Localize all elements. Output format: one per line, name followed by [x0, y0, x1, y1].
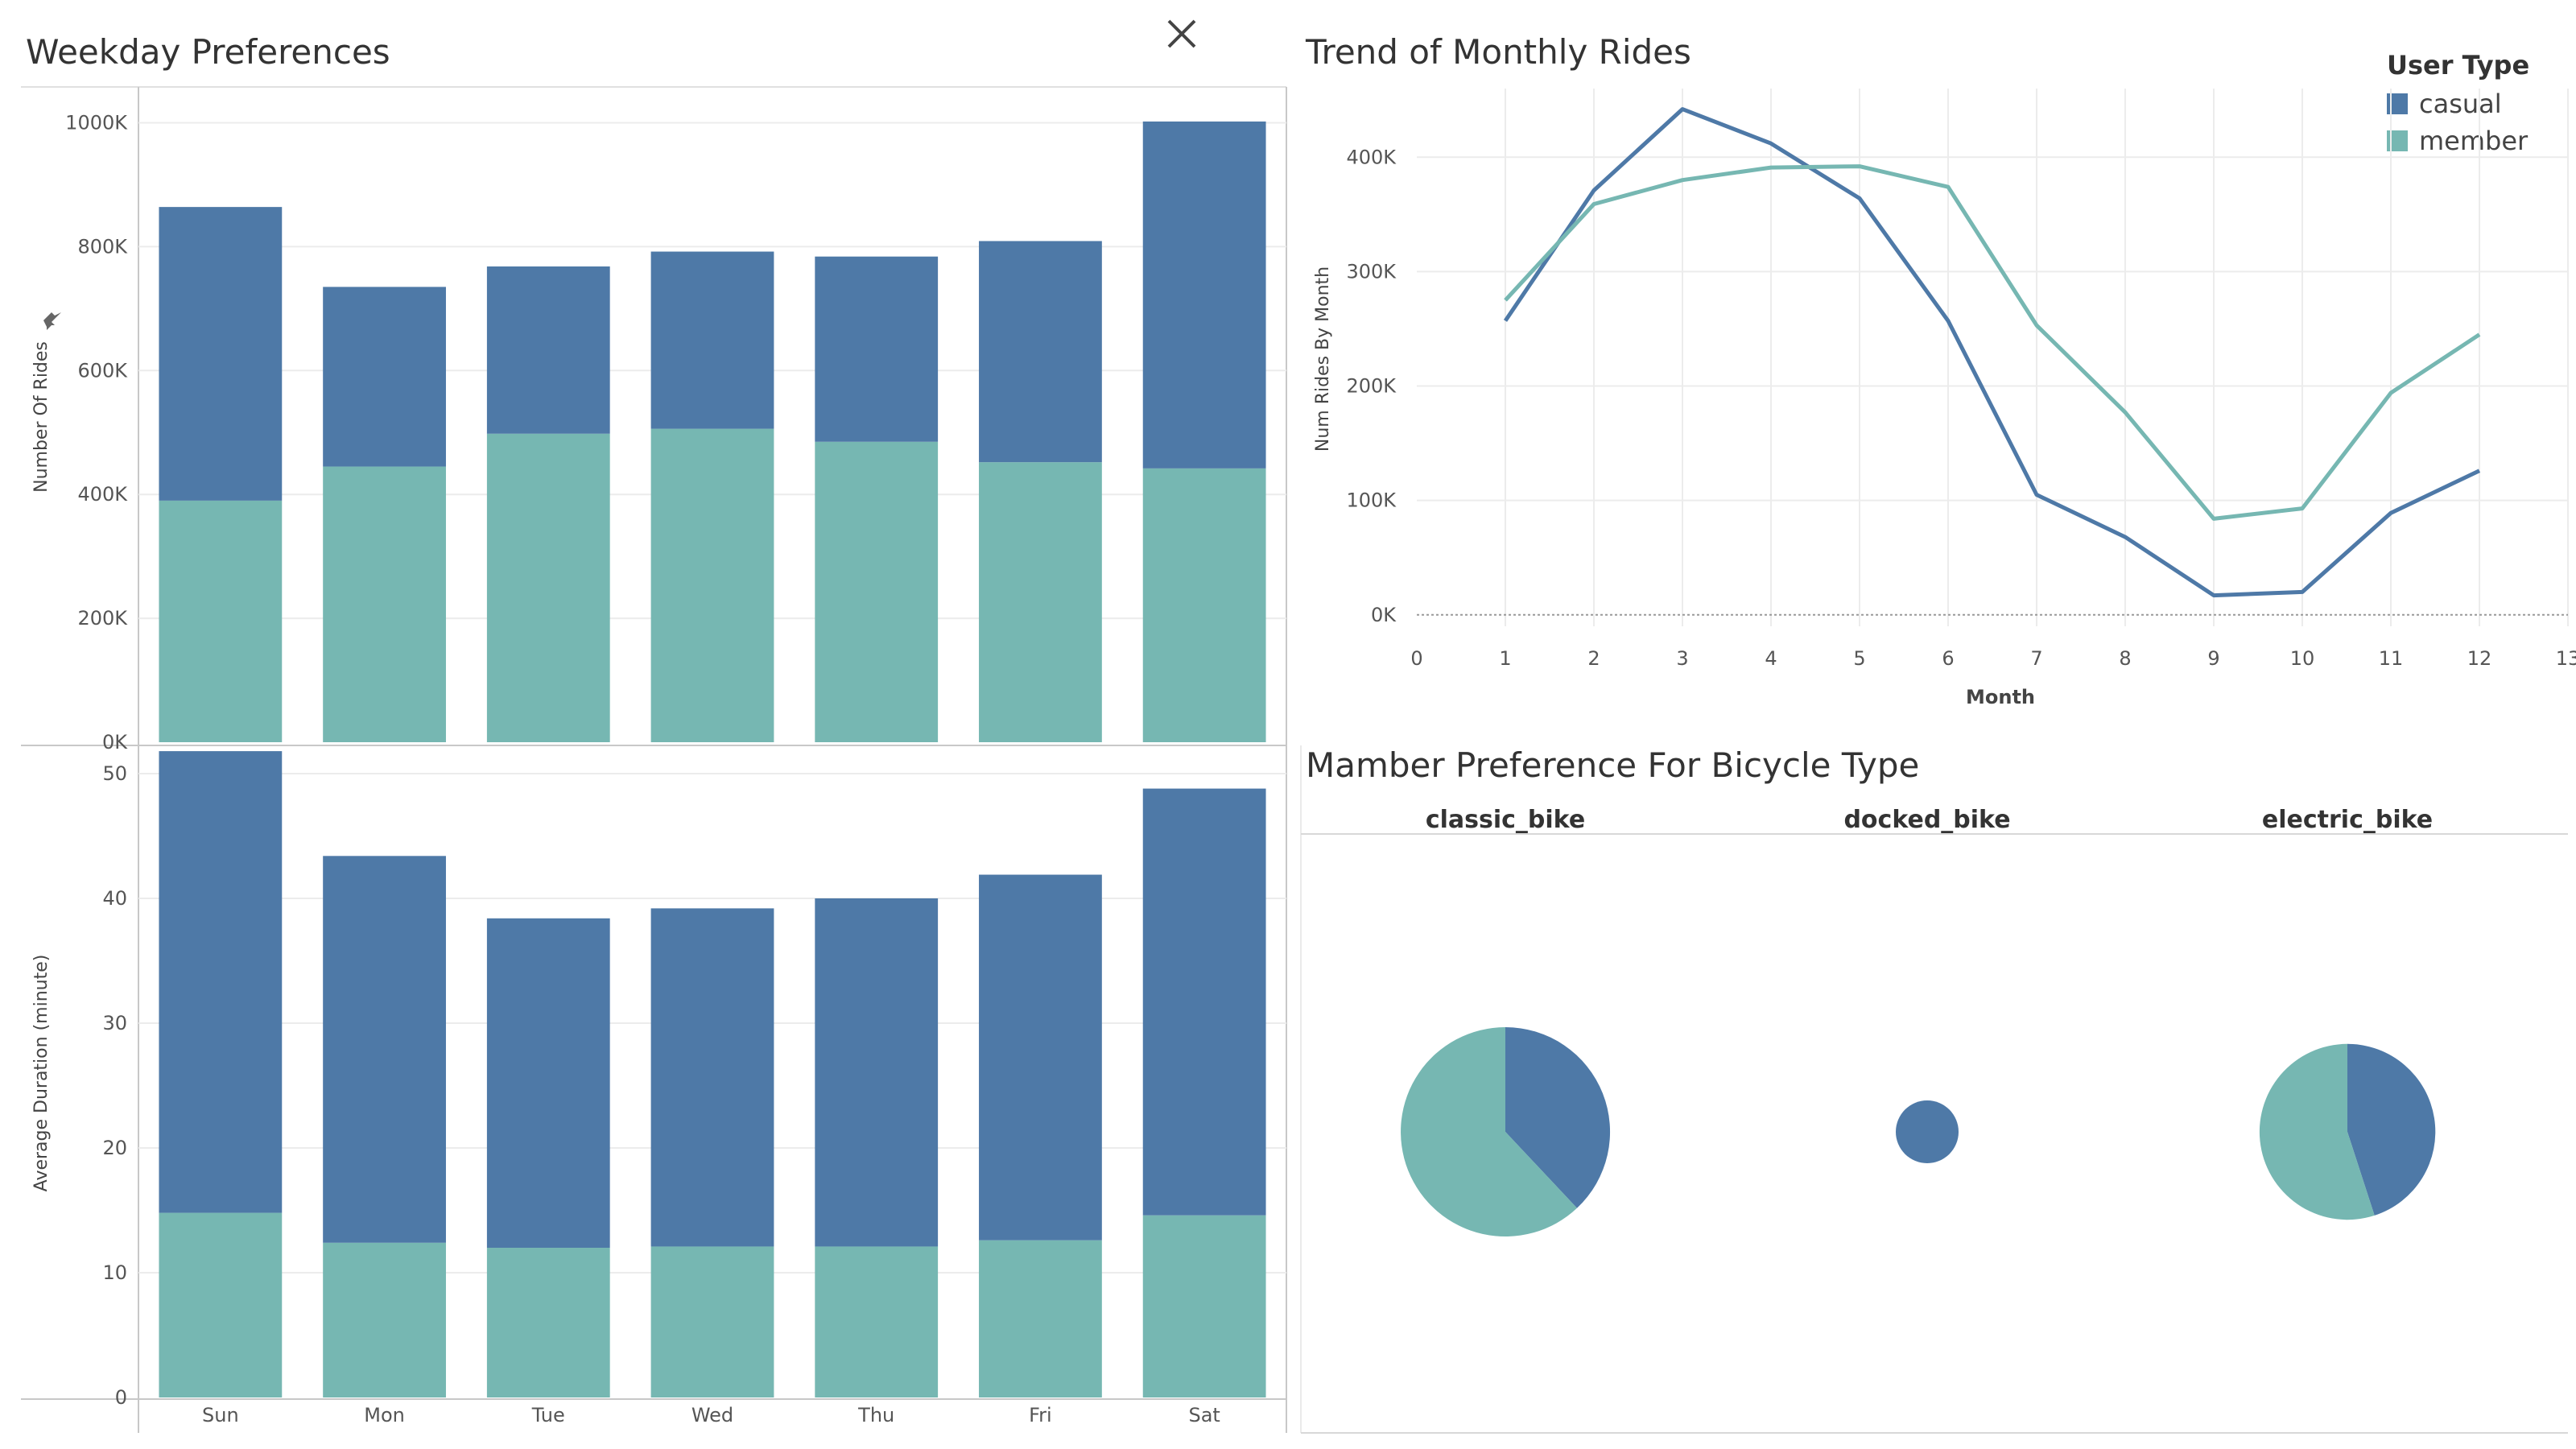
legend-title: User Type: [2387, 50, 2530, 80]
duration-chart-bar-casual-fri: [979, 874, 1102, 1241]
weekday-x-tick-label: Tue: [531, 1404, 565, 1426]
rides-chart-bar-member-mon: [323, 466, 446, 742]
line-chart-x-tick-label: 13: [2556, 647, 2576, 670]
line-chart-y-axis-label: Num Rides By Month: [1313, 266, 1333, 452]
rides-chart-bar-member-thu: [815, 441, 939, 742]
pie-chart-title: Mamber Preference For Bicycle Type: [1306, 745, 1920, 785]
weekday-x-tick-label: Sat: [1188, 1404, 1220, 1426]
line-chart-x-tick-label: 7: [2030, 647, 2042, 670]
pie-column-header-docked_bike: docked_bike: [1843, 806, 2010, 834]
line-chart-y-tick-label: 400K: [1346, 146, 1397, 168]
duration-chart-y-axis-label: Average Duration (minute): [31, 955, 52, 1192]
rides-chart-bar-member-fri: [979, 462, 1102, 742]
line-series-casual: [1503, 107, 2481, 598]
monthly-chart-title: Trend of Monthly Rides: [1306, 32, 1691, 72]
duration-chart-y-tick-label: 50: [102, 762, 127, 785]
rides-chart-bar-casual-sun: [159, 207, 283, 501]
rides-chart-bar-member-sat: [1142, 468, 1266, 742]
line-chart-x-tick-label: 12: [2467, 647, 2492, 670]
rides-chart-bar-member-wed: [650, 428, 774, 742]
line-chart-x-tick-label: 11: [2379, 647, 2404, 670]
line-chart-y-tick-label: 200K: [1346, 375, 1397, 398]
line-chart-y-tick-label: 300K: [1346, 260, 1397, 283]
pie-column-header-electric_bike: electric_bike: [2262, 806, 2433, 834]
weekday-chart-title: Weekday Preferences: [26, 32, 390, 72]
line-chart-y-tick-label: 0K: [1371, 604, 1397, 626]
legend-label-casual: casual: [2419, 89, 2502, 119]
rides-chart-bar-member-tue: [486, 433, 610, 742]
duration-chart-bar-member-thu: [815, 1246, 939, 1397]
duration-chart-y-tick-label: 40: [102, 887, 127, 910]
rides-chart-y-tick-label: 200K: [77, 607, 128, 630]
rides-chart-y-tick-label: 400K: [77, 483, 128, 506]
duration-chart-y-tick-label: 10: [102, 1261, 127, 1284]
line-chart-x-tick-label: 4: [1765, 647, 1777, 670]
pie-slice-casual-docked_bike: [1896, 1100, 1959, 1163]
pie-slice-casual-classic_bike: [1505, 1026, 1611, 1208]
close-icon: [1167, 19, 1196, 48]
pie-slice-casual-electric_bike: [2347, 1043, 2436, 1216]
rides-chart-bar-casual-fri: [979, 241, 1102, 463]
duration-chart-bar-member-sat: [1142, 1215, 1266, 1397]
rides-chart-bar-member-sun: [159, 500, 283, 742]
legend-item-member[interactable]: member: [2387, 122, 2529, 159]
weekday-x-tick-label: Fri: [1029, 1404, 1052, 1426]
line-chart-x-tick-label: 2: [1587, 647, 1600, 670]
duration-chart-bar-casual-sat: [1142, 788, 1266, 1216]
weekday-x-tick-label: Thu: [857, 1404, 894, 1426]
duration-chart-bar-member-wed: [650, 1246, 774, 1397]
line-chart-x-tick-label: 10: [2290, 647, 2315, 670]
line-chart-x-tick-label: 1: [1499, 647, 1511, 670]
rides-chart-bar-casual-wed: [650, 251, 774, 429]
rides-chart-bar-casual-sat: [1142, 121, 1266, 469]
rides-chart-y-tick-label: 0K: [102, 731, 128, 753]
rides-chart-y-axis-label: Number Of Rides: [31, 341, 52, 493]
duration-chart-bar-casual-sun: [159, 751, 283, 1213]
line-chart-x-tick-label: 0: [1410, 647, 1422, 670]
pie-column-header-classic_bike: classic_bike: [1426, 806, 1585, 834]
duration-chart-bar-casual-thu: [815, 898, 939, 1247]
line-chart-y-tick-label: 100K: [1346, 489, 1397, 512]
duration-chart-bar-casual-tue: [486, 918, 610, 1248]
close-button[interactable]: [1159, 11, 1204, 56]
rides-chart-bar-casual-mon: [323, 287, 446, 467]
rides-chart-bar-casual-tue: [486, 266, 610, 434]
pin-icon: [43, 312, 61, 330]
duration-chart-bar-casual-mon: [323, 856, 446, 1243]
weekday-x-tick-label: Sun: [202, 1404, 239, 1426]
pie-slice-member-electric_bike: [2259, 1043, 2375, 1220]
weekday-x-tick-label: Wed: [691, 1404, 733, 1426]
duration-chart-y-tick-label: 30: [102, 1012, 127, 1034]
rides-chart-y-tick-label: 800K: [77, 235, 128, 258]
line-chart-x-axis-label: Month: [1966, 686, 2035, 708]
line-chart-x-tick-label: 9: [2207, 647, 2219, 670]
duration-chart-bar-member-tue: [486, 1248, 610, 1397]
duration-chart-bar-member-mon: [323, 1242, 446, 1397]
duration-chart-y-tick-label: 0: [115, 1386, 127, 1409]
duration-chart-bar-member-fri: [979, 1240, 1102, 1397]
line-series-member: [1504, 164, 2481, 521]
duration-chart-y-tick-label: 20: [102, 1137, 127, 1159]
rides-chart-bar-casual-thu: [815, 256, 939, 442]
pie-slice-member-classic_bike: [1401, 1027, 1577, 1236]
line-chart-x-tick-label: 8: [2119, 647, 2131, 670]
rides-chart-y-tick-label: 1000K: [65, 111, 128, 134]
line-chart-x-tick-label: 5: [1853, 647, 1865, 670]
legend: User Type casual member: [2387, 50, 2529, 159]
line-chart-x-tick-label: 6: [1942, 647, 1954, 670]
duration-chart-bar-casual-wed: [650, 908, 774, 1247]
rides-chart-y-tick-label: 600K: [77, 359, 128, 382]
legend-label-member: member: [2419, 126, 2529, 156]
weekday-x-tick-label: Mon: [364, 1404, 405, 1426]
duration-chart-bar-member-sun: [159, 1212, 283, 1397]
line-chart-x-tick-label: 3: [1676, 647, 1688, 670]
